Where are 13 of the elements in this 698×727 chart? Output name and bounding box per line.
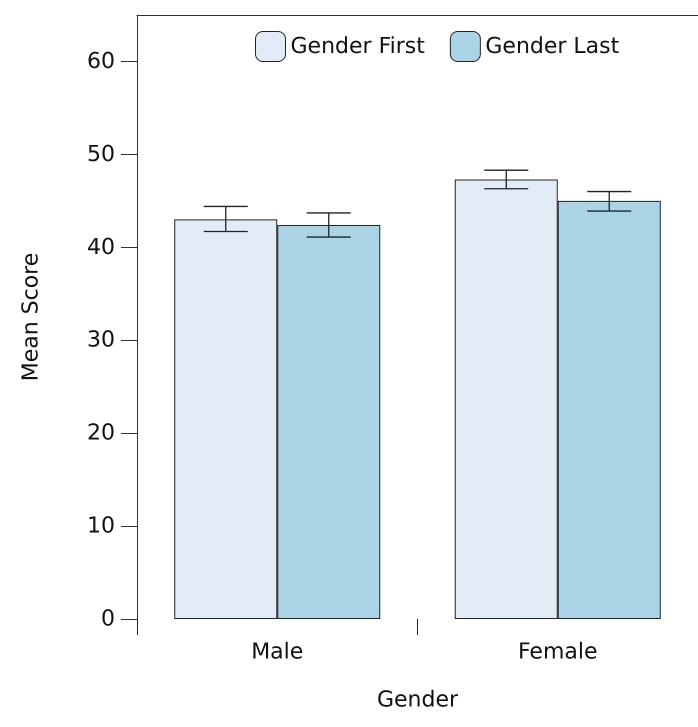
- y-tick-label: 50: [87, 142, 115, 167]
- y-tick-label: 30: [87, 328, 115, 353]
- x-tick-label: Male: [251, 640, 304, 664]
- y-tick-label: 0: [101, 606, 115, 632]
- y-tick-label: 40: [87, 234, 115, 260]
- x-axis-title: Gender: [376, 688, 459, 712]
- y-axis-title: Mean Score: [18, 252, 44, 382]
- y-tick-label: 10: [87, 514, 115, 539]
- y-tick-label: 60: [87, 48, 115, 74]
- legend-label: Gender Last: [485, 34, 620, 59]
- legend-label: Gender First: [290, 34, 426, 59]
- x-tick-label: Female: [518, 640, 598, 664]
- y-tick-label: 20: [87, 420, 115, 446]
